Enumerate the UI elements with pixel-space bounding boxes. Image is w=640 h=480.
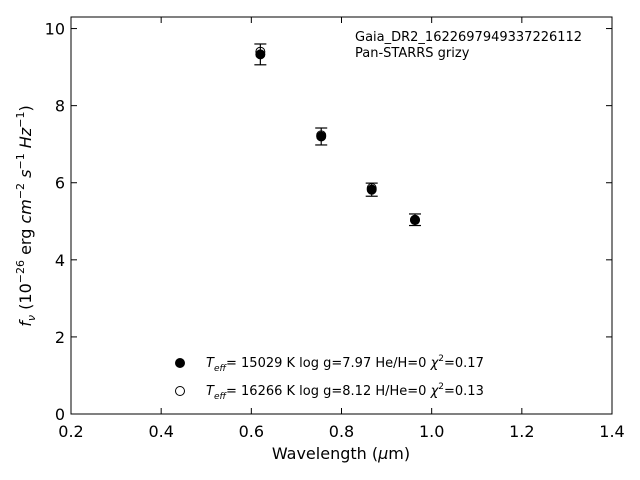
tick-group: 0.2 0.4 0.6 0.8 1.0 1.2 1.4 0 2 4 6 8 10: [45, 17, 625, 441]
data-marks: [254, 43, 421, 227]
data-point-filled: [409, 214, 420, 225]
x-tick-label: 1.4: [599, 422, 624, 441]
y-tick-label: 2: [55, 328, 65, 347]
y-tick-label: 10: [45, 20, 65, 39]
legend: Teff= 15029 K log g=7.97 He/H=0 χ2=0.17 …: [175, 354, 484, 402]
legend-entry-1: Teff= 15029 K log g=7.97 He/H=0 χ2=0.17: [206, 354, 484, 374]
y-axis-title: fν (10−26 erg cm−2 s−1 Hz−1): [14, 105, 38, 326]
y-tick-label: 0: [55, 405, 65, 424]
legend-marker-open: [175, 386, 185, 396]
plot-area: [70, 16, 613, 415]
x-tick-label: 1.2: [509, 422, 534, 441]
legend-marker-filled: [175, 358, 185, 368]
x-axis-title: Wavelength (μm): [272, 444, 410, 463]
y-tick-label: 4: [55, 251, 65, 270]
data-point-filled: [255, 49, 266, 60]
data-point-filled: [316, 131, 327, 142]
x-tick-label: 0.2: [58, 422, 83, 441]
annotation-object-id: Gaia_DR2_1622697949337226112: [355, 30, 582, 45]
x-tick-label: 0.4: [148, 422, 173, 441]
x-tick-label: 0.8: [329, 422, 354, 441]
annotation-survey: Pan-STARRS grizy: [355, 46, 470, 61]
legend-entry-2: Teff= 16266 K log g=8.12 H/He=0 χ2=0.13: [206, 382, 484, 402]
x-tick-label: 0.6: [239, 422, 264, 441]
y-tick-label: 6: [55, 174, 65, 193]
x-tick-label: 1.0: [419, 422, 444, 441]
data-point-filled: [366, 184, 377, 195]
y-tick-label: 8: [55, 97, 65, 116]
